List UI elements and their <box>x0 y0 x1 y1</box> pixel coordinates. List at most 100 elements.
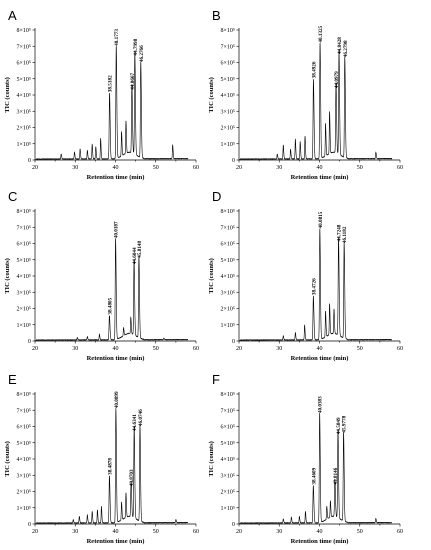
x-tick-label: 50 <box>357 165 363 171</box>
peak-label: 40.0899 <box>114 391 120 408</box>
peak-label: 46.2766 <box>139 45 145 62</box>
tic-trace <box>34 45 189 160</box>
x-tick-label: 60 <box>397 529 403 535</box>
y-tick-label: 7×10⁵ <box>221 408 235 414</box>
x-tick-label: 60 <box>193 346 199 352</box>
tic-trace <box>238 228 393 341</box>
y-tick-label: 7×10⁵ <box>17 408 31 414</box>
panel-letter: C <box>8 189 17 204</box>
peak-label: 46.2798 <box>343 40 349 57</box>
panel-b: B 20 30 40 50 60 0 1×10⁵ 2×10⁵ 3×10⁵ 4×10⁵ 5×10⁵ 6×1… <box>208 8 403 181</box>
peak-label: 38.4805 <box>107 297 113 314</box>
y-tick-label: 8×10⁵ <box>221 209 235 215</box>
y-tick-label: 1×10⁵ <box>17 323 31 329</box>
y-axis-title: TIC (counts) <box>4 258 11 294</box>
y-tick-label: 3×10⁵ <box>221 109 235 115</box>
x-tick-label: 40 <box>317 165 323 171</box>
y-tick-label: 0 <box>28 522 31 528</box>
panel-c: C 20 30 40 50 60 0 1×10⁵ 2×10⁵ 3×10⁵ 4×10⁵ 5×10⁵ 6×1… <box>4 189 199 362</box>
y-tick-label: 2×10⁵ <box>221 307 235 313</box>
x-tick-label: 60 <box>397 346 403 352</box>
peak-label: 44.7248 <box>337 224 343 241</box>
tic-trace <box>238 42 393 160</box>
peak-label: 44.6044 <box>132 247 138 264</box>
y-tick-label: 1×10⁵ <box>17 506 31 512</box>
y-tick-label: 4×10⁵ <box>221 93 235 99</box>
peak-label: 46.0746 <box>138 409 144 426</box>
peak-label: 38.4878 <box>107 458 113 475</box>
y-tick-label: 2×10⁵ <box>221 126 235 132</box>
y-axis-title: TIC (counts) <box>208 258 215 294</box>
y-tick-label: 6×10⁵ <box>17 242 31 248</box>
peak-label: 45.9778 <box>342 415 348 432</box>
y-tick-label: 8×10⁵ <box>17 392 31 398</box>
y-tick-label: 8×10⁵ <box>221 392 235 398</box>
x-axis-title: Retention time (min) <box>87 355 145 362</box>
x-tick-label: 20 <box>32 529 38 535</box>
tic-trace <box>34 408 189 524</box>
x-tick-label: 30 <box>276 529 282 535</box>
y-tick-label: 2×10⁵ <box>221 490 235 496</box>
x-tick-label: 60 <box>193 165 199 171</box>
y-tick-label: 3×10⁵ <box>17 473 31 479</box>
y-tick-label: 5×10⁵ <box>221 77 235 83</box>
y-tick-label: 4×10⁵ <box>221 457 235 463</box>
y-tick-label: 7×10⁵ <box>17 225 31 231</box>
peak-label: 38.4926 <box>311 61 317 78</box>
x-tick-label: 30 <box>276 346 282 352</box>
y-tick-label: 2×10⁵ <box>17 490 31 496</box>
peak-label: 43.8703 <box>129 469 135 486</box>
peak-label: 44.0979 <box>334 71 340 88</box>
x-tick-label: 40 <box>113 165 119 171</box>
y-tick-label: 1×10⁵ <box>221 142 235 148</box>
y-tick-label: 5×10⁵ <box>221 441 235 447</box>
y-tick-label: 0 <box>232 158 235 164</box>
y-tick-label: 5×10⁵ <box>17 441 31 447</box>
y-tick-label: 4×10⁵ <box>17 274 31 280</box>
y-tick-label: 0 <box>232 522 235 528</box>
x-axis-title: Retention time (min) <box>87 174 145 181</box>
x-tick-label: 40 <box>113 529 119 535</box>
peak-label: 44.8428 <box>337 37 343 54</box>
y-tick-label: 8×10⁵ <box>221 28 235 34</box>
x-tick-label: 30 <box>72 529 78 535</box>
panel-letter: B <box>212 8 221 23</box>
x-axis-title: Retention time (min) <box>291 174 349 181</box>
y-tick-label: 6×10⁵ <box>221 242 235 248</box>
peak-label: 44.0667 <box>130 72 136 89</box>
x-tick-label: 30 <box>72 346 78 352</box>
panel-f: F 20 30 40 50 60 0 1×10⁵ 2×10⁵ 3×10⁵ 4×10⁵ 5×10⁵ 6×1… <box>208 372 403 545</box>
y-tick-label: 1×10⁵ <box>221 323 235 329</box>
y-tick-label: 6×10⁵ <box>17 61 31 67</box>
peak-label: 38.4609 <box>311 467 317 484</box>
x-axis-title: Retention time (min) <box>291 355 349 362</box>
x-tick-label: 20 <box>236 346 242 352</box>
y-axis-title: TIC (counts) <box>4 77 11 113</box>
peak-label: 44.5849 <box>336 417 342 434</box>
panel-a: A 20 30 40 50 60 0 1×10⁵ 2×10⁵ 3×10⁵ 4×10⁵ 5×10⁵ 6×1… <box>4 8 199 181</box>
peak-label: 46.1182 <box>342 226 348 243</box>
y-tick-label: 3×10⁵ <box>221 473 235 479</box>
y-tick-label: 4×10⁵ <box>17 457 31 463</box>
panel-letter: E <box>8 372 17 387</box>
peak-label: 43.8146 <box>333 467 339 484</box>
x-tick-label: 30 <box>72 165 78 171</box>
peak-label: 40.0187 <box>114 221 120 238</box>
y-tick-label: 0 <box>232 339 235 345</box>
y-tick-label: 3×10⁵ <box>221 290 235 296</box>
peak-label: 44.7998 <box>133 38 139 55</box>
y-tick-label: 8×10⁵ <box>17 209 31 215</box>
x-tick-label: 50 <box>153 346 159 352</box>
y-tick-label: 8×10⁵ <box>17 28 31 34</box>
x-tick-label: 50 <box>153 529 159 535</box>
y-tick-label: 3×10⁵ <box>17 290 31 296</box>
x-tick-label: 60 <box>193 529 199 535</box>
panel-letter: A <box>8 8 17 23</box>
y-tick-label: 4×10⁵ <box>17 93 31 99</box>
panel-d: D 20 30 40 50 60 0 1×10⁵ 2×10⁵ 3×10⁵ 4×10⁵ 5×10⁵ 6×1… <box>208 189 403 362</box>
x-tick-label: 30 <box>276 165 282 171</box>
y-tick-label: 7×10⁵ <box>221 44 235 50</box>
y-tick-label: 1×10⁵ <box>17 142 31 148</box>
x-tick-label: 20 <box>236 529 242 535</box>
